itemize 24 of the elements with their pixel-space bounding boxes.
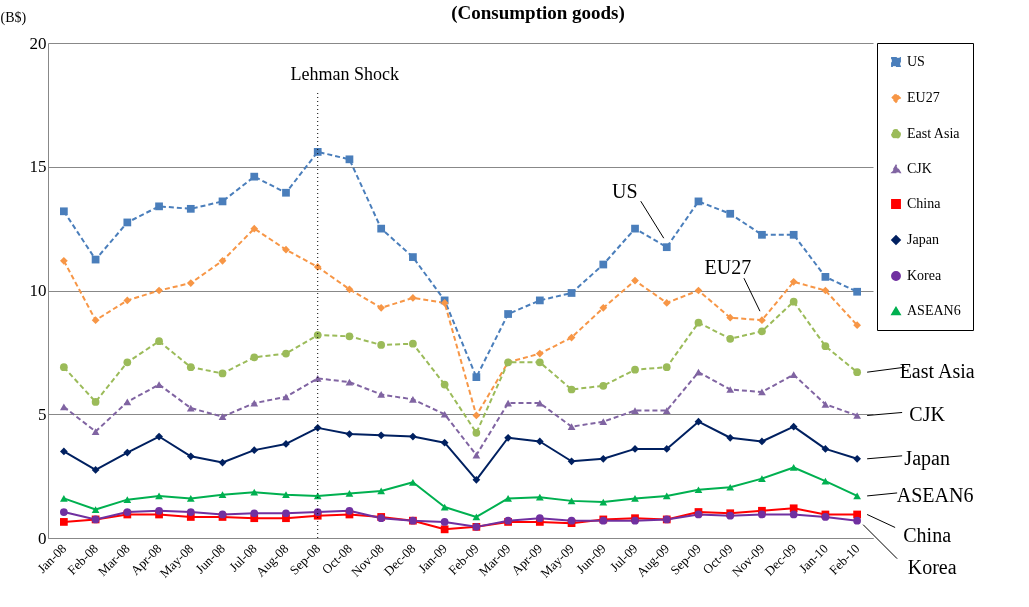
annotation: Korea xyxy=(907,555,957,578)
legend-label: Japan xyxy=(907,232,939,247)
ref-line-label: Lehman Shock xyxy=(290,64,399,84)
annotation: EU27 xyxy=(704,256,752,279)
y-tick-label: 10 xyxy=(29,281,47,300)
legend-label: CJK xyxy=(907,161,932,176)
y-tick-label: 20 xyxy=(29,33,47,53)
annotation: US xyxy=(611,180,638,203)
annotation: East Asia xyxy=(899,360,975,383)
chart-title: (Consumption goods) xyxy=(451,2,625,24)
y-tick-label: 15 xyxy=(29,157,47,177)
annotation: China xyxy=(903,524,952,547)
legend-label: East Asia xyxy=(907,126,961,141)
legend-label: ASEAN6 xyxy=(907,303,961,318)
legend-label: US xyxy=(907,54,925,69)
legend-label: China xyxy=(907,196,942,211)
y-tick-label: 0 xyxy=(38,528,47,548)
annotation: CJK xyxy=(909,403,946,426)
y-tick-label: 5 xyxy=(38,404,47,424)
annotation: ASEAN6 xyxy=(896,483,974,506)
y-axis-title: (B$) xyxy=(0,9,27,26)
legend-label: EU27 xyxy=(907,90,940,105)
legend-label: Korea xyxy=(907,268,942,283)
annotation: Japan xyxy=(904,446,950,470)
